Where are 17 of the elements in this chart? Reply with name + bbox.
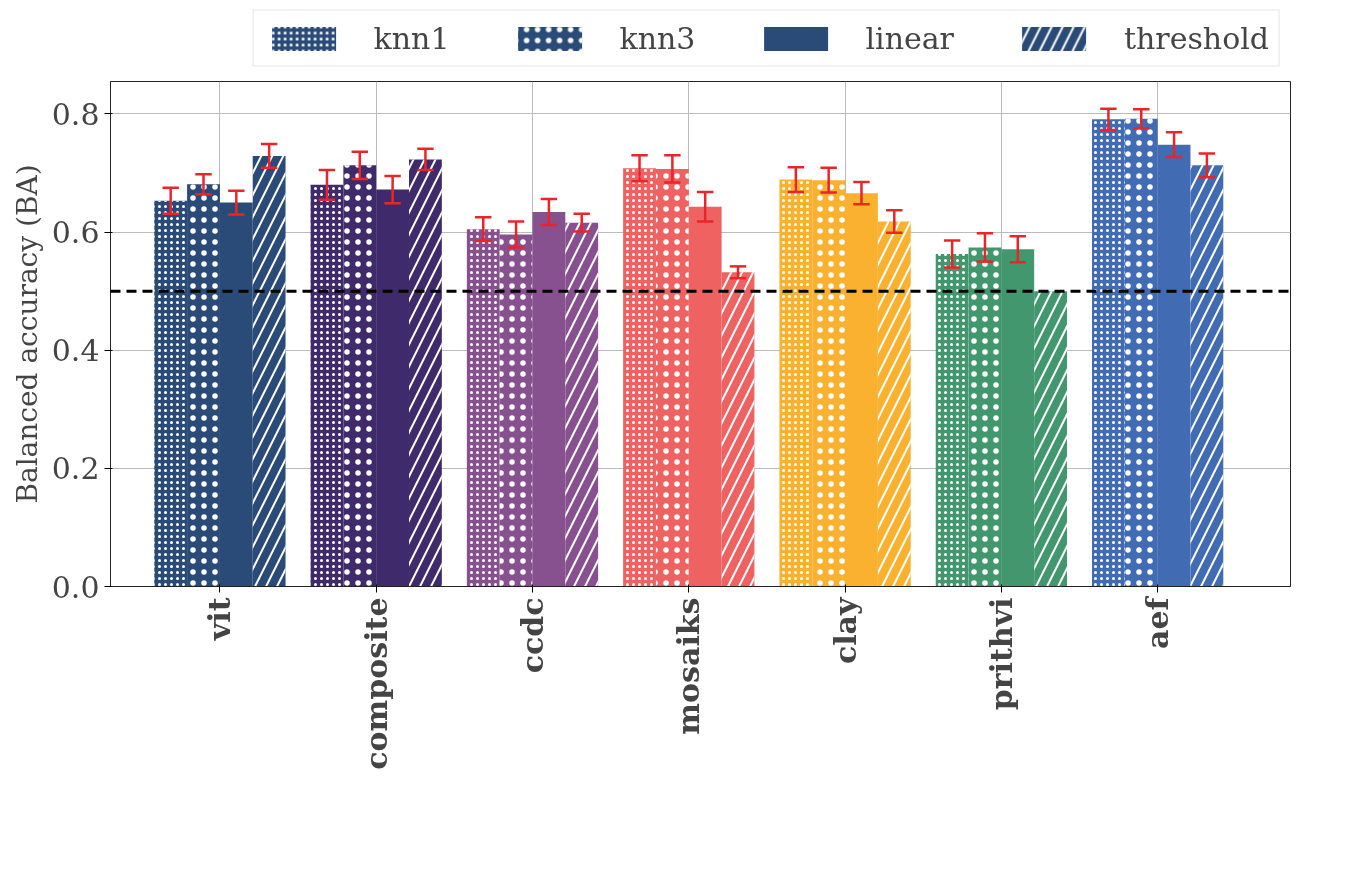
y-tick-label: 0.2	[51, 451, 100, 487]
x-tick-label: prithvi	[983, 597, 1019, 711]
legend-label: knn1	[373, 20, 450, 56]
y-tick-label: 0.4	[51, 333, 100, 369]
legend-label: threshold	[1123, 20, 1269, 56]
y-tick-label: 0.0	[51, 569, 100, 605]
y-axis-title: Balanced accuracy (BA)	[10, 164, 44, 504]
y-tick-label: 0.8	[51, 96, 100, 132]
x-tick-label: vit	[202, 597, 238, 642]
x-tick-label: clay	[827, 595, 863, 665]
x-tick-label: ccdc	[514, 597, 550, 674]
legend-label: knn3	[619, 20, 696, 56]
x-tick-label: aef	[1140, 595, 1176, 649]
x-tick-label: mosaiks	[671, 597, 707, 735]
x-tick-label: composite	[358, 597, 394, 770]
y-tick-label: 0.6	[51, 215, 100, 251]
legend-label: linear	[865, 20, 954, 56]
